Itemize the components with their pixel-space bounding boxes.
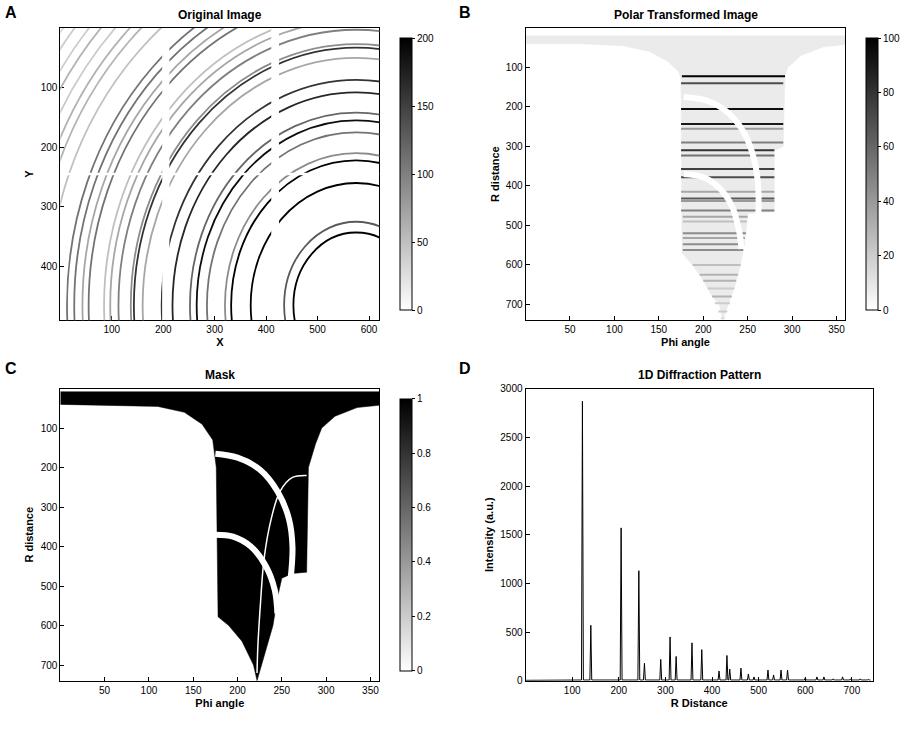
svg-text:1: 1 <box>417 393 423 404</box>
svg-text:150: 150 <box>650 324 667 335</box>
svg-text:500: 500 <box>750 685 767 696</box>
svg-text:100: 100 <box>41 82 58 93</box>
svg-text:150: 150 <box>417 101 434 112</box>
svg-text:300: 300 <box>784 324 801 335</box>
svg-text:0.4: 0.4 <box>417 556 431 567</box>
svg-text:700: 700 <box>844 685 861 696</box>
svg-text:100: 100 <box>417 169 434 180</box>
svg-text:50: 50 <box>99 685 111 696</box>
svg-text:0: 0 <box>417 305 423 316</box>
svg-text:400: 400 <box>41 541 58 552</box>
svg-text:200: 200 <box>417 33 434 44</box>
svg-text:300: 300 <box>318 685 335 696</box>
svg-text:100: 100 <box>883 33 900 44</box>
svg-text:R Distance: R Distance <box>671 697 728 709</box>
svg-text:300: 300 <box>206 324 223 335</box>
svg-text:3000: 3000 <box>500 383 523 394</box>
svg-text:200: 200 <box>695 324 712 335</box>
svg-text:20: 20 <box>883 250 895 261</box>
svg-text:200: 200 <box>41 462 58 473</box>
svg-text:500: 500 <box>41 581 58 592</box>
svg-text:A: A <box>5 4 17 21</box>
svg-text:400: 400 <box>41 261 58 272</box>
svg-text:Intensity (a.u.): Intensity (a.u.) <box>483 497 495 572</box>
svg-text:2500: 2500 <box>500 432 523 443</box>
svg-text:B: B <box>459 4 471 21</box>
svg-text:1D Diffraction Pattern: 1D Diffraction Pattern <box>638 368 761 382</box>
svg-text:0.6: 0.6 <box>417 502 431 513</box>
svg-text:Original Image: Original Image <box>178 8 262 22</box>
svg-text:200: 200 <box>155 324 172 335</box>
svg-text:100: 100 <box>564 685 581 696</box>
svg-text:0: 0 <box>883 305 889 316</box>
svg-text:0: 0 <box>417 665 423 676</box>
svg-text:400: 400 <box>704 685 721 696</box>
svg-text:Polar Transformed Image: Polar Transformed Image <box>614 8 758 22</box>
svg-text:200: 200 <box>506 101 523 112</box>
svg-text:150: 150 <box>185 685 202 696</box>
svg-text:200: 200 <box>229 685 246 696</box>
svg-text:700: 700 <box>506 299 523 310</box>
svg-text:R distance: R distance <box>489 146 501 202</box>
svg-text:300: 300 <box>41 201 58 212</box>
svg-text:40: 40 <box>883 196 895 207</box>
svg-text:600: 600 <box>506 259 523 270</box>
svg-text:500: 500 <box>506 220 523 231</box>
svg-text:500: 500 <box>506 627 523 638</box>
svg-text:500: 500 <box>309 324 326 335</box>
svg-text:300: 300 <box>506 141 523 152</box>
svg-text:Mask: Mask <box>205 368 235 382</box>
svg-text:250: 250 <box>739 324 756 335</box>
svg-text:400: 400 <box>258 324 275 335</box>
svg-text:Phi angle: Phi angle <box>195 697 244 709</box>
svg-text:2000: 2000 <box>500 481 523 492</box>
svg-text:80: 80 <box>883 87 895 98</box>
svg-text:0.2: 0.2 <box>417 611 431 622</box>
svg-text:50: 50 <box>564 324 576 335</box>
svg-text:100: 100 <box>606 324 623 335</box>
svg-text:0: 0 <box>517 675 523 686</box>
svg-text:D: D <box>459 360 471 377</box>
svg-text:200: 200 <box>41 142 58 153</box>
svg-text:600: 600 <box>797 685 814 696</box>
svg-text:300: 300 <box>657 685 674 696</box>
svg-text:60: 60 <box>883 141 895 152</box>
svg-text:100: 100 <box>103 324 120 335</box>
svg-text:C: C <box>5 360 17 377</box>
svg-text:100: 100 <box>141 685 158 696</box>
svg-text:X: X <box>216 336 224 348</box>
svg-text:700: 700 <box>41 660 58 671</box>
svg-text:100: 100 <box>41 423 58 434</box>
svg-text:Y: Y <box>23 170 35 178</box>
svg-text:400: 400 <box>506 180 523 191</box>
svg-text:200: 200 <box>610 685 627 696</box>
svg-text:600: 600 <box>41 620 58 631</box>
svg-text:1000: 1000 <box>500 578 523 589</box>
svg-text:350: 350 <box>362 685 379 696</box>
svg-text:0.8: 0.8 <box>417 448 431 459</box>
svg-text:Phi angle: Phi angle <box>661 336 710 348</box>
svg-text:300: 300 <box>41 502 58 513</box>
svg-text:1500: 1500 <box>500 529 523 540</box>
svg-text:R distance: R distance <box>23 507 35 563</box>
svg-text:350: 350 <box>828 324 845 335</box>
svg-text:250: 250 <box>274 685 291 696</box>
svg-text:600: 600 <box>361 324 378 335</box>
svg-text:50: 50 <box>417 237 429 248</box>
svg-text:100: 100 <box>506 62 523 73</box>
